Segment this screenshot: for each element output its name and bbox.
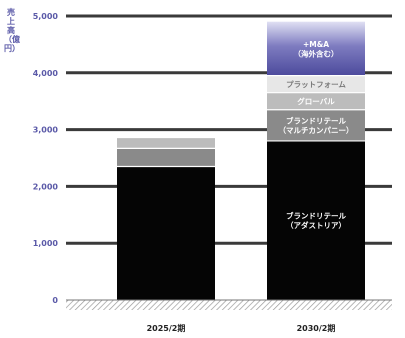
y-axis-ticks: 0 1,000 2,000 3,000 4,000 5,000 xyxy=(33,12,59,305)
bar-segment xyxy=(117,166,215,300)
segment-label: プラットフォーム xyxy=(286,79,346,89)
y-axis-label: 売上高（億円） xyxy=(4,8,20,53)
baseline-hatch xyxy=(66,300,392,310)
bar-segment xyxy=(267,75,365,93)
y-tick-label: 4,000 xyxy=(33,69,59,78)
segment-label: ブランドリテール xyxy=(286,116,346,126)
bar-segment xyxy=(267,92,365,110)
bar-segment xyxy=(267,109,365,141)
x-axis-labels: 2025/2期 2030/2期 xyxy=(147,323,336,333)
x-tick-label: 2030/2期 xyxy=(297,323,336,333)
segment-label: グローバル xyxy=(297,96,335,106)
y-tick-label: 2,000 xyxy=(33,182,59,191)
segment-label: +M&A xyxy=(303,40,329,49)
segment-label: ブランドリテール xyxy=(286,211,346,221)
y-tick-label: 5,000 xyxy=(33,12,59,21)
bar-segment xyxy=(267,21,365,76)
segment-label: （マルチカンパニー） xyxy=(279,125,354,135)
bar-segment xyxy=(117,138,215,149)
segment-label: （アダストリア） xyxy=(286,220,346,230)
bar-segment xyxy=(117,148,215,167)
bar-segment xyxy=(267,140,365,300)
segment-labels: ブランドリテール（アダストリア）ブランドリテール（マルチカンパニー）グローバルプ… xyxy=(279,40,354,230)
segment-label: （海外含む） xyxy=(294,48,339,58)
y-tick-label: 0 xyxy=(52,296,58,305)
y-tick-label: 3,000 xyxy=(33,126,59,135)
y-tick-label: 1,000 xyxy=(33,239,59,248)
x-tick-label: 2025/2期 xyxy=(147,323,186,333)
bars xyxy=(117,21,365,300)
